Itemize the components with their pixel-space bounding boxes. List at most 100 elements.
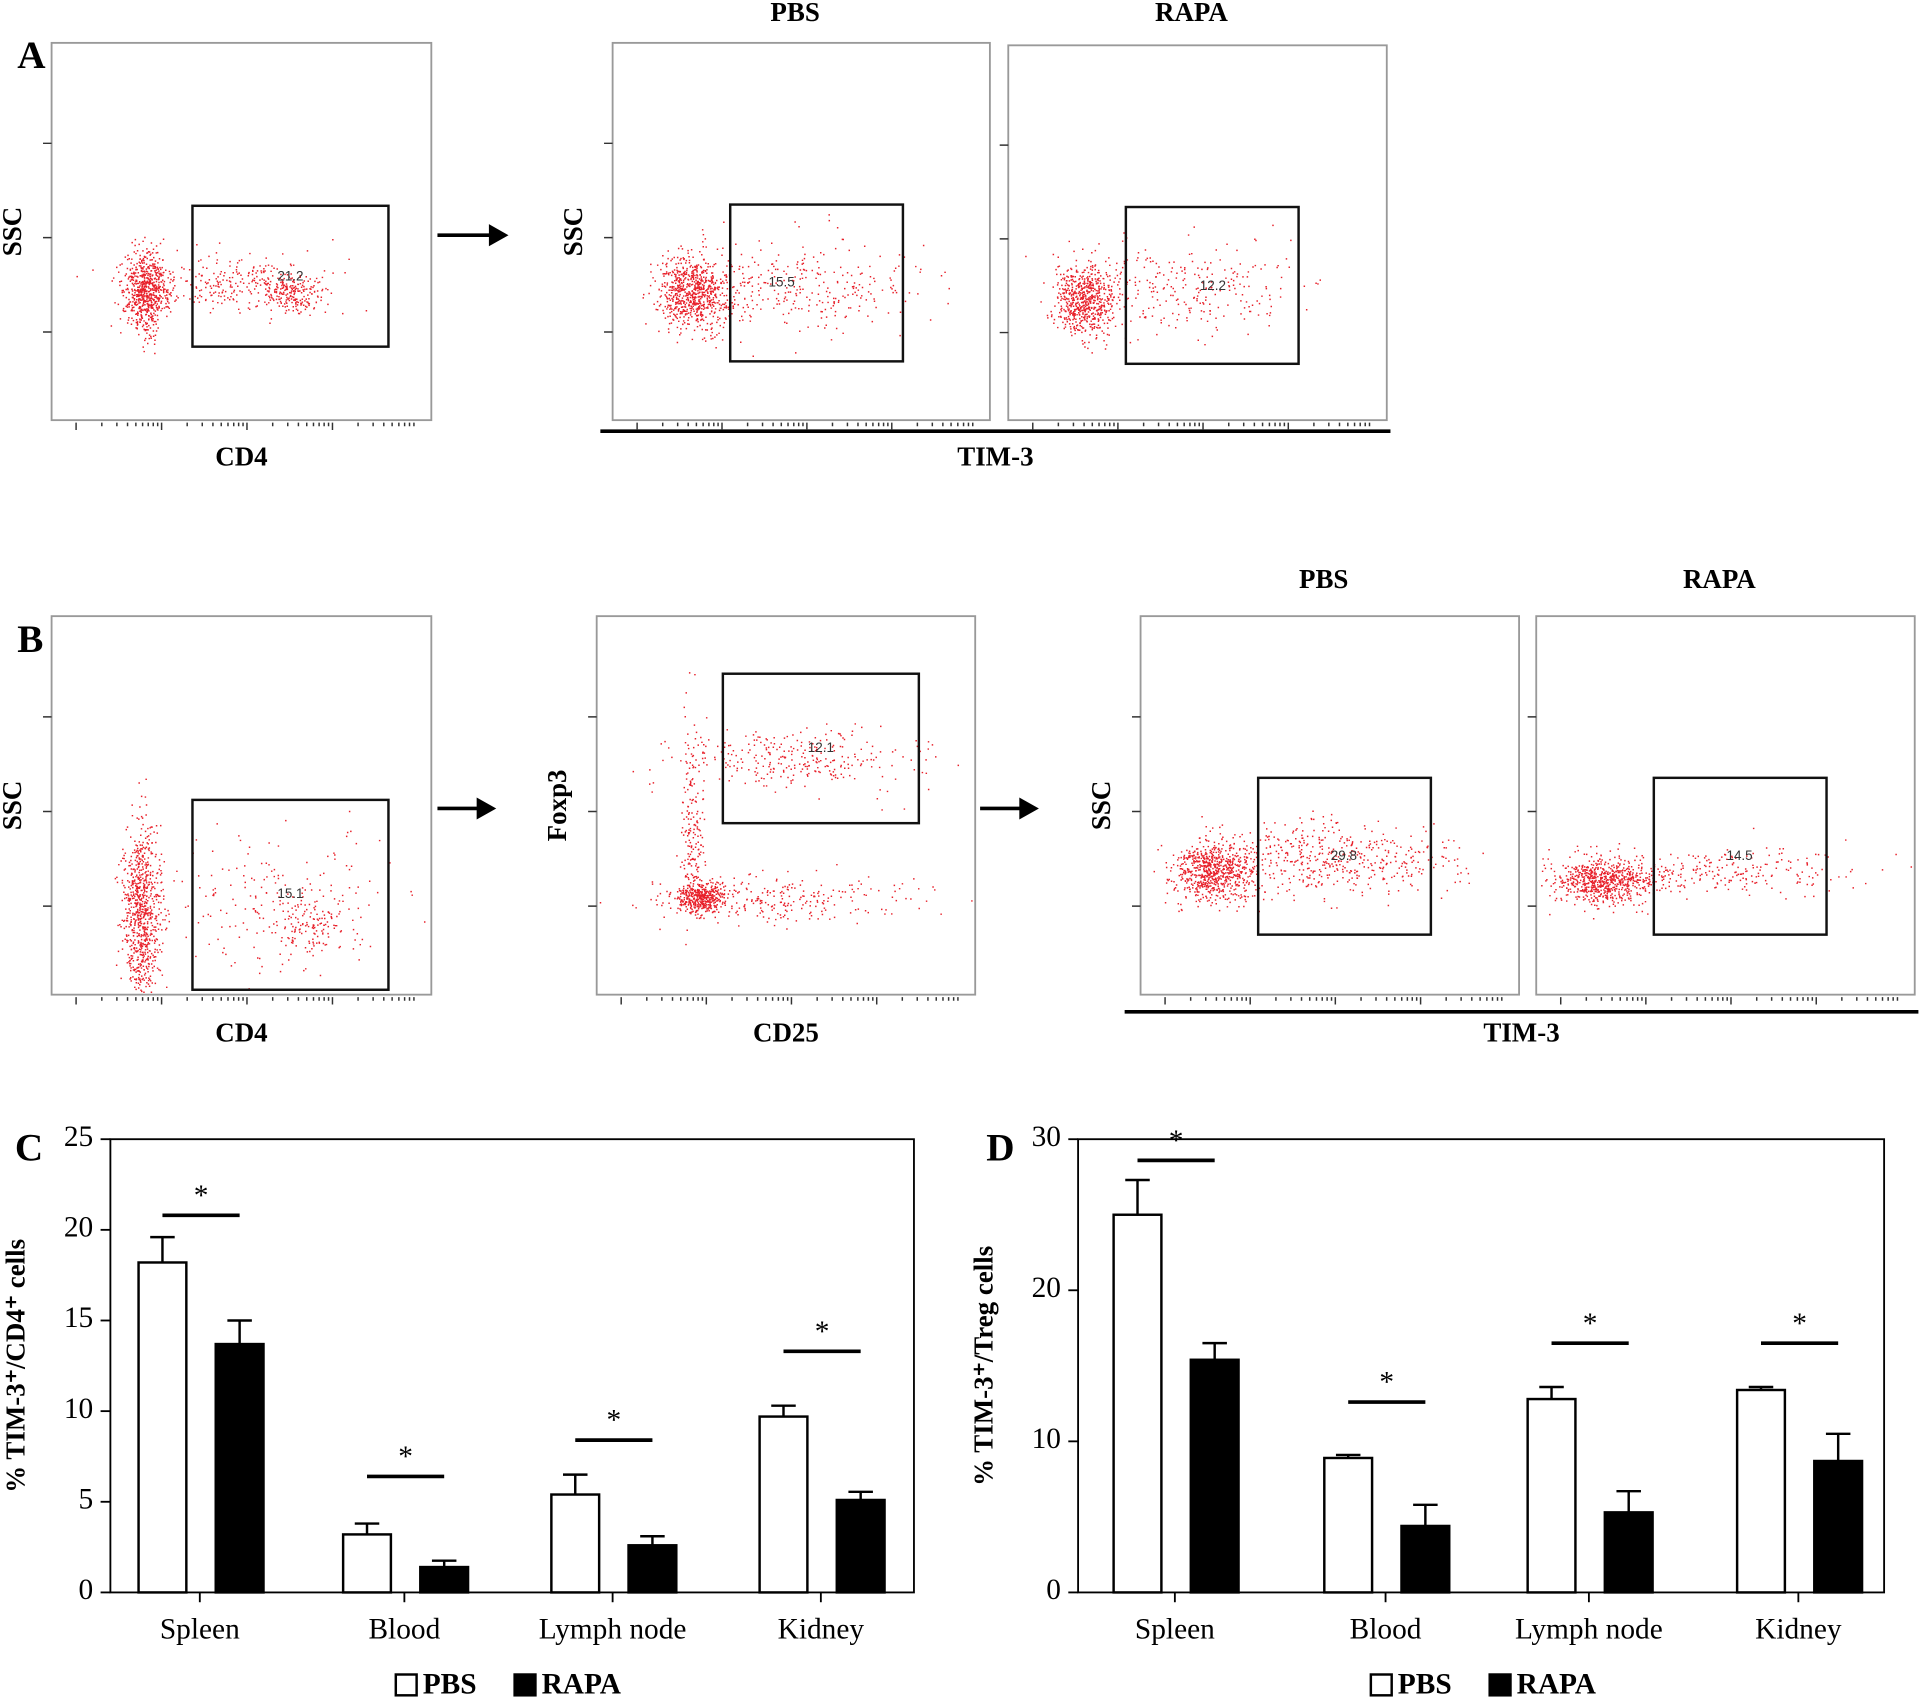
event-dots [1025, 224, 1322, 354]
bar [214, 1342, 265, 1594]
axis-ticks [604, 142, 974, 430]
bar [1526, 1397, 1577, 1594]
gate [1124, 205, 1300, 366]
legend-label: PBS [423, 1669, 477, 1699]
bar [419, 1565, 470, 1594]
event-dots [1153, 810, 1484, 913]
gate [191, 204, 390, 348]
gate-value: 15.1 [277, 886, 303, 901]
event-dots [642, 214, 950, 357]
axis-ticks [1527, 716, 1899, 1005]
bar [1112, 1213, 1163, 1594]
axis-ticks [43, 142, 415, 430]
y-axis-label: SSC [0, 781, 27, 830]
x-axis-label: CD4 [215, 1017, 267, 1047]
significance-star: * [606, 1405, 621, 1437]
bar [627, 1544, 678, 1594]
bar [1813, 1459, 1864, 1594]
bar [550, 1493, 601, 1594]
gate [1256, 776, 1433, 936]
significance-star: * [1169, 1125, 1184, 1157]
x-tick-label: Blood [1350, 1613, 1422, 1645]
event-dots [114, 778, 426, 993]
plot-title: PBS [1299, 564, 1348, 594]
gate-value: 15.5 [769, 275, 795, 290]
legend-swatch [394, 1673, 418, 1697]
panel-label: A [17, 34, 46, 77]
gate-value: 21.2 [277, 268, 303, 283]
legend-label: PBS [1398, 1669, 1452, 1699]
plot-frame [1139, 615, 1520, 996]
plot-title: RAPA [1155, 0, 1228, 27]
gate-value: 12.1 [808, 740, 834, 755]
x-tick-label: Kidney [778, 1613, 865, 1645]
panel-label: B [17, 618, 43, 661]
plot-title: RAPA [1683, 564, 1756, 594]
y-axis-label: Foxp3 [542, 769, 572, 841]
y-tick-label: 15 [64, 1302, 93, 1334]
bar [1189, 1358, 1240, 1594]
x-axis-label: CD25 [753, 1017, 819, 1047]
legend-label: RAPA [1517, 1669, 1596, 1699]
bar [758, 1415, 809, 1594]
bar [835, 1498, 886, 1594]
significance-star: * [1379, 1367, 1394, 1399]
bar [1603, 1511, 1654, 1594]
x-tick-label: Lymph node [1515, 1613, 1663, 1645]
event-dots [599, 672, 973, 946]
bar [1323, 1456, 1374, 1594]
gate [721, 672, 921, 825]
bar [1735, 1388, 1787, 1594]
gate-value: 29.8 [1331, 848, 1357, 863]
panel-label: D [986, 1126, 1014, 1169]
plot-title: PBS [770, 0, 819, 27]
arrow-head [488, 224, 509, 247]
bar [341, 1533, 393, 1594]
x-tick-label: Kidney [1755, 1613, 1842, 1645]
y-tick-label: 10 [1032, 1423, 1061, 1455]
plot-frame [611, 41, 991, 422]
arrow-head [1019, 797, 1039, 820]
x-axis-label: CD4 [215, 442, 267, 472]
y-tick-label: 10 [64, 1393, 93, 1425]
x-axis-label: TIM-3 [1483, 1017, 1559, 1047]
gate-value: 14.5 [1726, 848, 1752, 863]
y-tick-label: 25 [64, 1121, 93, 1153]
y-axis-label: SSC [1086, 781, 1116, 830]
gate [191, 798, 390, 991]
significance-star: * [398, 1441, 413, 1473]
legend-swatch [513, 1673, 537, 1697]
significance-star: * [1583, 1308, 1598, 1340]
significance-star: * [194, 1180, 209, 1212]
y-axis-label: SSC [0, 207, 27, 256]
significance-star: * [1792, 1308, 1807, 1340]
y-tick-label: 20 [1032, 1272, 1061, 1304]
x-axis-label: TIM-3 [957, 442, 1033, 472]
y-axis-label: % TIM-3⁺/Treg cells [968, 1246, 998, 1486]
y-tick-label: 0 [79, 1574, 94, 1606]
x-tick-label: Blood [368, 1613, 440, 1645]
legend-swatch [1369, 1673, 1393, 1697]
axis-ticks [1131, 716, 1503, 1005]
gate [1652, 776, 1828, 936]
panel-label: C [15, 1126, 43, 1169]
gate [728, 203, 905, 363]
bar [137, 1261, 188, 1594]
axis-ticks [43, 716, 415, 1005]
plot-frame [50, 41, 433, 422]
plot-frame [595, 615, 977, 996]
y-tick-label: 30 [1032, 1121, 1061, 1153]
y-axis-label: SSC [558, 207, 588, 256]
legend-swatch [1488, 1673, 1512, 1697]
plot-frame [109, 1138, 915, 1594]
plot-frame [1535, 615, 1916, 996]
plot-frame [1077, 1138, 1886, 1594]
x-tick-label: Spleen [160, 1613, 240, 1645]
x-tick-label: Lymph node [539, 1613, 687, 1645]
x-tick-label: Spleen [1135, 1613, 1215, 1645]
arrow-head [476, 797, 497, 820]
bar [1400, 1524, 1451, 1594]
gate-value: 12.2 [1200, 278, 1226, 293]
